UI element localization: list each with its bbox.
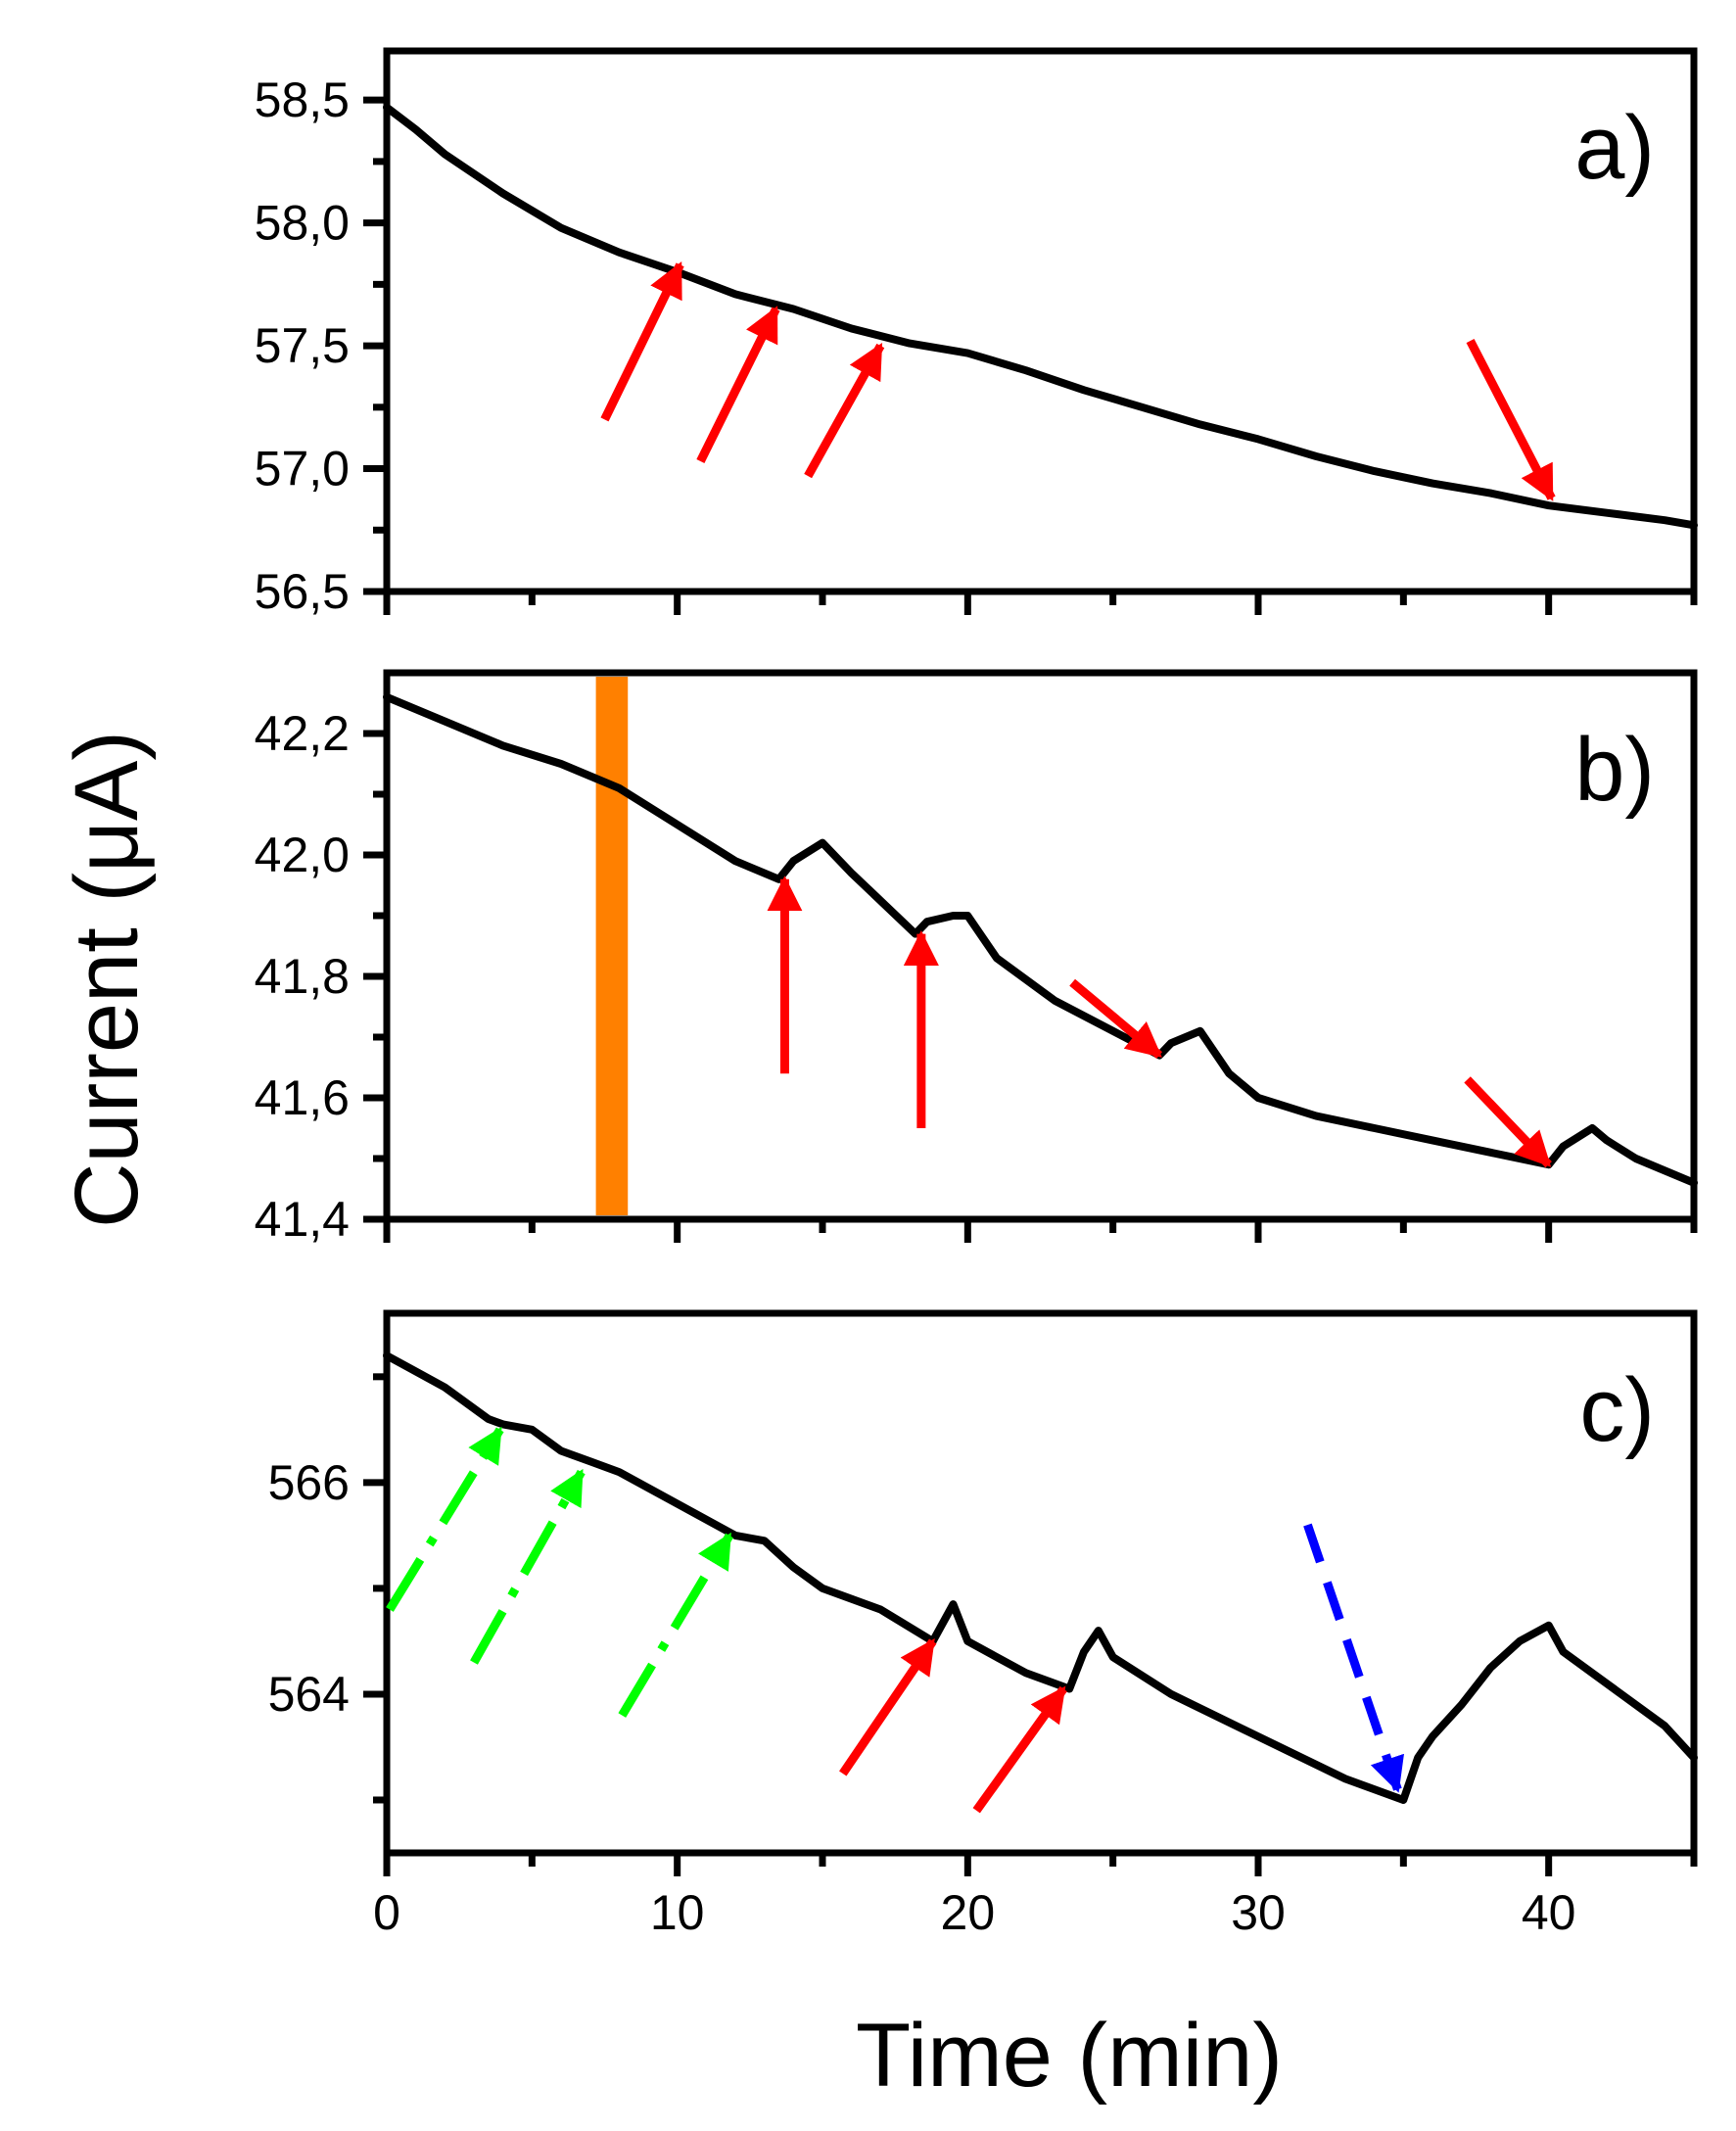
annotation-arrow <box>618 1532 733 1718</box>
x-tick-label: 10 <box>650 1885 705 1940</box>
panel-frame <box>383 1309 1698 1857</box>
panel-label: b) <box>1574 720 1655 820</box>
annotation-arrow <box>804 342 885 479</box>
data-line <box>383 103 1698 530</box>
y-tick-label: 564 <box>268 1667 350 1722</box>
x-axis-title: Time (min) <box>856 2006 1283 2106</box>
y-tick-label: 57,5 <box>255 318 350 373</box>
y-tick-label: 42,2 <box>255 706 350 761</box>
annotation-arrow <box>1303 1523 1404 1793</box>
annotation-arrow <box>386 1426 504 1612</box>
x-tick-label: 40 <box>1522 1885 1576 1940</box>
annotation-arrow <box>972 1685 1067 1814</box>
y-tick-label: 41,4 <box>255 1192 350 1247</box>
panel-b: 41,4 41,6 41,8 42,0 42,2 b) <box>255 669 1698 1247</box>
annotation-arrow <box>1069 978 1163 1060</box>
panel-frame <box>383 47 1698 595</box>
annotation-arrow <box>600 261 684 422</box>
panel-label: a) <box>1574 98 1655 198</box>
annotation-arrow <box>1466 339 1556 501</box>
y-tick-label: 566 <box>268 1455 350 1510</box>
panel-c: 564 566 c) <box>268 1309 1698 1876</box>
panel-frame <box>383 669 1698 1223</box>
y-tick-label: 58,0 <box>255 196 350 251</box>
x-tick-label: 0 <box>373 1885 400 1940</box>
y-tick-label: 58,5 <box>255 72 350 127</box>
annotation-arrow <box>839 1637 937 1776</box>
y-tick-label: 56,5 <box>255 564 350 619</box>
data-line <box>383 1351 1698 1804</box>
x-tick-label: 30 <box>1231 1885 1286 1940</box>
y-tick-label: 41,6 <box>255 1070 350 1125</box>
y-tick-label: 57,0 <box>255 442 350 497</box>
y-tick-label: 42,0 <box>255 828 350 882</box>
annotation-arrow <box>470 1468 586 1665</box>
y-axis-title: Current (μA) <box>57 731 157 1228</box>
highlight-band <box>595 677 629 1215</box>
x-axis: 0 10 20 30 40 <box>373 1885 1575 1940</box>
annotation-arrow <box>1464 1076 1552 1168</box>
panel-label: c) <box>1579 1360 1655 1460</box>
y-tick-label: 41,8 <box>255 949 350 1004</box>
x-tick-label: 20 <box>941 1885 996 1940</box>
panel-a: 56,5 57,0 57,5 58,0 58,5 a) <box>255 47 1698 619</box>
annotation-arrow <box>696 306 780 464</box>
